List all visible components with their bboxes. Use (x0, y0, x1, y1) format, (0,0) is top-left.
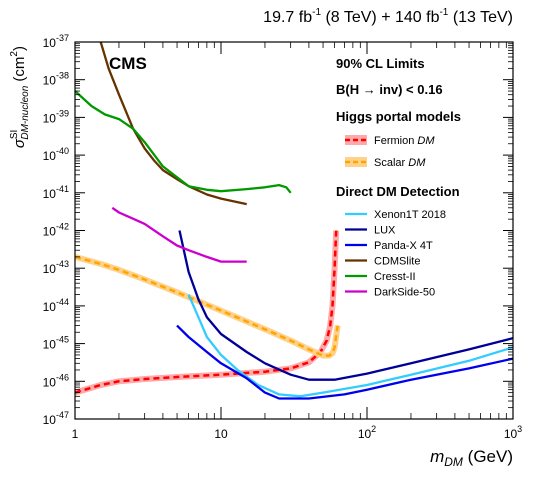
axes: 10-47 10-46 10-45 10-44 10-43 10-42 10-41 10-40… (43, 33, 523, 441)
xenon1t-2018-legend-label: Xenon1T 2018 (374, 209, 446, 221)
higgs-heading: Higgs portal models (336, 109, 461, 124)
y-tick-label: 10-44 (43, 297, 69, 314)
darkside-50-legend-label: DarkSide-50 (374, 287, 435, 299)
x-axis-label: mDM (GeV) (430, 447, 513, 469)
limits-label: 90% CL Limits (336, 56, 425, 71)
cresst-ii-line (74, 90, 292, 194)
direct-heading: Direct DM Detection (336, 184, 460, 199)
fermion-legend-label: Fermion DM (374, 135, 435, 147)
lux-line (178, 230, 514, 381)
y-tick-label: 10-39 (43, 108, 69, 125)
scalar-line (74, 255, 339, 357)
lumi-label: 19.7 fb-1 (8 TeV) + 140 fb-1 (13 TeV) (263, 7, 513, 26)
x-tick-label: 103 (504, 424, 522, 441)
panda-x-4t-legend-label: Panda-X 4T (374, 240, 433, 252)
darkside-50-line (111, 206, 247, 263)
y-axis-label: σSIDM-nucleon (cm2) (9, 46, 31, 148)
cdmslite-line (99, 41, 247, 206)
cdmslite-legend-label: CDMSlite (374, 256, 420, 268)
xenon1t-2018-line (187, 294, 514, 398)
plot-area (74, 41, 514, 400)
y-tick-label: 10-41 (43, 184, 69, 201)
y-tick-label: 10-43 (43, 259, 69, 276)
y-tick-label: 10-45 (43, 335, 69, 352)
y-tick-label: 10-40 (43, 146, 69, 163)
x-tick-label: 1 (72, 427, 79, 441)
legend: Fermion DM Scalar DM Xenon1T 2018 LUX Panda-… (345, 135, 446, 299)
fermion-line (74, 230, 338, 394)
y-tick-label: 10-47 (43, 410, 69, 427)
y-tick-label: 10-37 (43, 33, 69, 50)
experiment-label: CMS (109, 54, 147, 73)
x-tick-label: 10 (214, 427, 228, 441)
y-tick-label: 10-46 (43, 372, 69, 389)
branching-label: B(H → inv) < 0.16 (336, 82, 443, 97)
panda-x-4t-line (176, 324, 514, 400)
y-tick-label: 10-42 (43, 222, 69, 239)
lux-legend-label: LUX (374, 225, 396, 237)
x-tick-label: 102 (358, 424, 376, 441)
y-tick-label: 10-38 (43, 71, 69, 88)
scalar-legend-label: Scalar DM (374, 157, 426, 169)
cresst-ii-legend-label: Cresst-II (374, 271, 416, 283)
